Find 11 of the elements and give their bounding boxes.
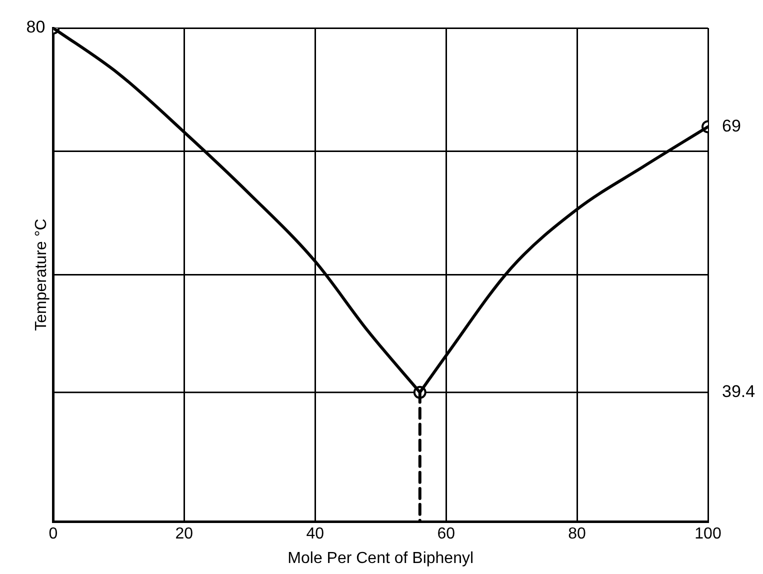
- x-tick-label: 80: [568, 526, 586, 543]
- x-tick-label: 20: [175, 526, 194, 543]
- x-tick-label: 60: [437, 526, 456, 543]
- x-tick-label: 40: [306, 526, 324, 543]
- data-label: 69: [722, 116, 741, 136]
- x-tick-label: 100: [694, 526, 722, 543]
- y-axis-title: Temperature °C: [33, 218, 50, 331]
- x-tick-label: 0: [48, 526, 58, 543]
- data-label: 80: [26, 18, 46, 37]
- ref-line-label: 39.4: [722, 382, 756, 402]
- x-axis-title: Mole Per Cent of Biphenyl: [288, 550, 474, 567]
